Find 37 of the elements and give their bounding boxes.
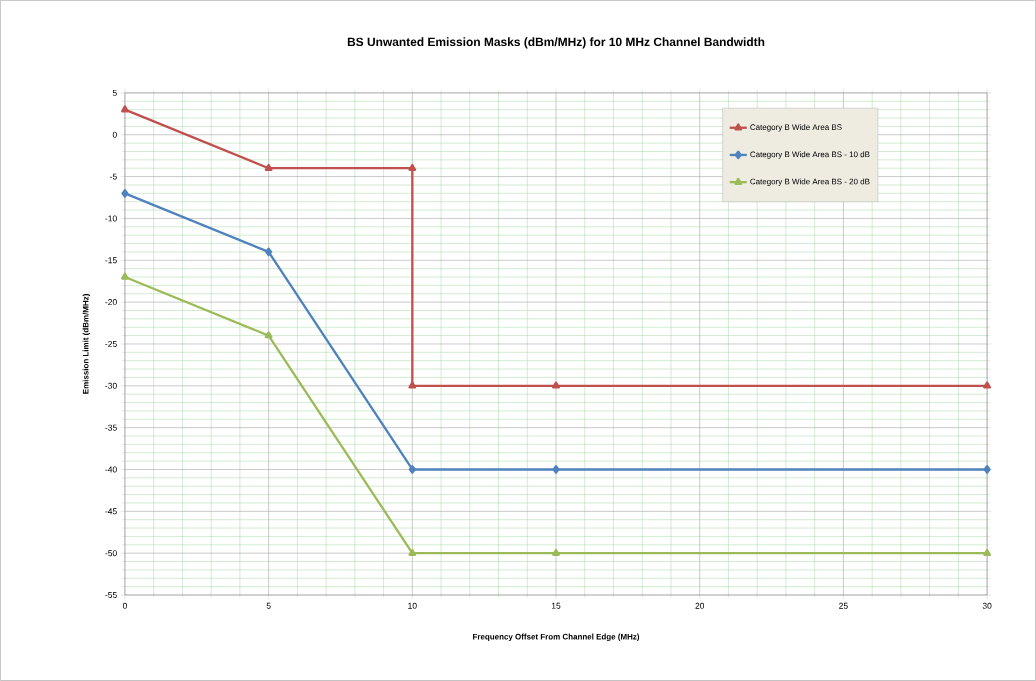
point: [265, 247, 273, 257]
x-tick-label: 20: [695, 602, 705, 609]
point: [552, 465, 560, 474]
point: [264, 331, 273, 339]
y-tick-label: -15: [105, 257, 117, 264]
y-tick-label: 5: [112, 89, 117, 96]
point: [408, 548, 417, 556]
y-tick-label: 0: [112, 131, 117, 138]
chart-title: BS Unwanted Emission Masks (dBm/MHz) for 10 MHz Channel Bandwidth: [347, 37, 765, 49]
point: [408, 381, 417, 389]
point: [264, 163, 273, 171]
y-tick-label: -35: [105, 424, 117, 431]
y-tick-label: -20: [105, 299, 117, 306]
point: [983, 381, 992, 389]
y-tick-label: -30: [105, 382, 117, 389]
x-tick-label: 10: [408, 602, 417, 609]
x-tick-label: 30: [982, 602, 992, 609]
point: [983, 548, 992, 556]
point: [552, 548, 560, 556]
x-tick-label: 0: [122, 602, 127, 609]
x-tick-label: 5: [266, 602, 271, 609]
point: [408, 163, 417, 171]
y-tick-label: -25: [105, 341, 117, 347]
point: [408, 465, 416, 474]
y-tick-label: -10: [105, 215, 117, 222]
point: [552, 381, 560, 389]
y-tick-label: -5: [110, 173, 117, 180]
x-tick-label: 15: [551, 602, 561, 609]
x-tick-label: 25: [839, 602, 848, 609]
point: [121, 105, 129, 113]
point: [983, 465, 991, 474]
y-tick-label: -50: [105, 550, 117, 557]
point: [121, 189, 129, 198]
y-tick-label: -55: [105, 592, 117, 598]
y-tick-label: -40: [105, 466, 117, 473]
y-tick-label: -45: [105, 508, 117, 515]
point: [121, 272, 129, 280]
